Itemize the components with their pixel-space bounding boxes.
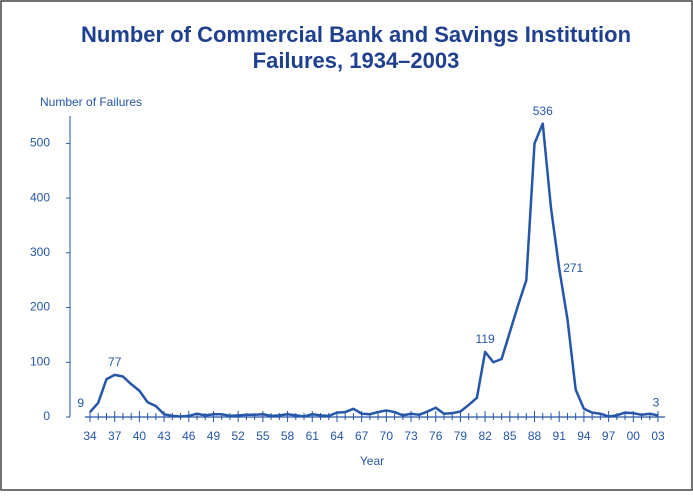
y-tick-label: 200 <box>30 300 50 314</box>
chart-title: Failures, 1934–2003 <box>253 48 460 73</box>
y-tick-label: 0 <box>43 409 50 423</box>
x-tick-label: 91 <box>553 429 567 443</box>
x-tick-label: 88 <box>528 429 542 443</box>
x-tick-label: 46 <box>182 429 196 443</box>
x-tick-label: 49 <box>207 429 221 443</box>
x-tick-label: 85 <box>503 429 517 443</box>
x-tick-label: 00 <box>627 429 641 443</box>
x-tick-label: 40 <box>133 429 147 443</box>
x-tick-label: 64 <box>330 429 344 443</box>
line <box>89 122 659 418</box>
y-tick-label: 500 <box>30 136 50 150</box>
data-label: 3 <box>653 396 660 410</box>
y-tick-label: 100 <box>30 354 50 368</box>
x-tick-label: 55 <box>256 429 270 443</box>
chart-title: Number of Commercial Bank and Savings In… <box>81 22 631 47</box>
data-label: 536 <box>533 104 553 118</box>
x-tick-label: 70 <box>380 429 394 443</box>
x-tick-label: 37 <box>108 429 122 443</box>
x-tick-label: 82 <box>478 429 492 443</box>
data-label: 77 <box>108 355 122 369</box>
x-tick-label: 73 <box>404 429 418 443</box>
x-tick-label: 79 <box>454 429 468 443</box>
x-tick-label: 52 <box>231 429 245 443</box>
x-tick-label: 67 <box>355 429 369 443</box>
x-tick-label: 58 <box>281 429 295 443</box>
x-tick-label: 03 <box>651 429 665 443</box>
x-tick-label: 97 <box>602 429 616 443</box>
x-tick-label: 76 <box>429 429 443 443</box>
x-tick-label: 43 <box>157 429 171 443</box>
x-tick-label: 94 <box>577 429 591 443</box>
y-axis-label: Number of Failures <box>40 95 142 109</box>
y-tick-label: 300 <box>30 245 50 259</box>
x-tick-label: 34 <box>83 429 97 443</box>
x-axis-label: Year <box>360 454 384 468</box>
data-label: 119 <box>476 332 495 346</box>
x-tick-label: 61 <box>306 429 320 443</box>
y-tick-label: 400 <box>30 190 50 204</box>
data-label: 9 <box>77 396 84 410</box>
data-label: 271 <box>563 261 583 275</box>
